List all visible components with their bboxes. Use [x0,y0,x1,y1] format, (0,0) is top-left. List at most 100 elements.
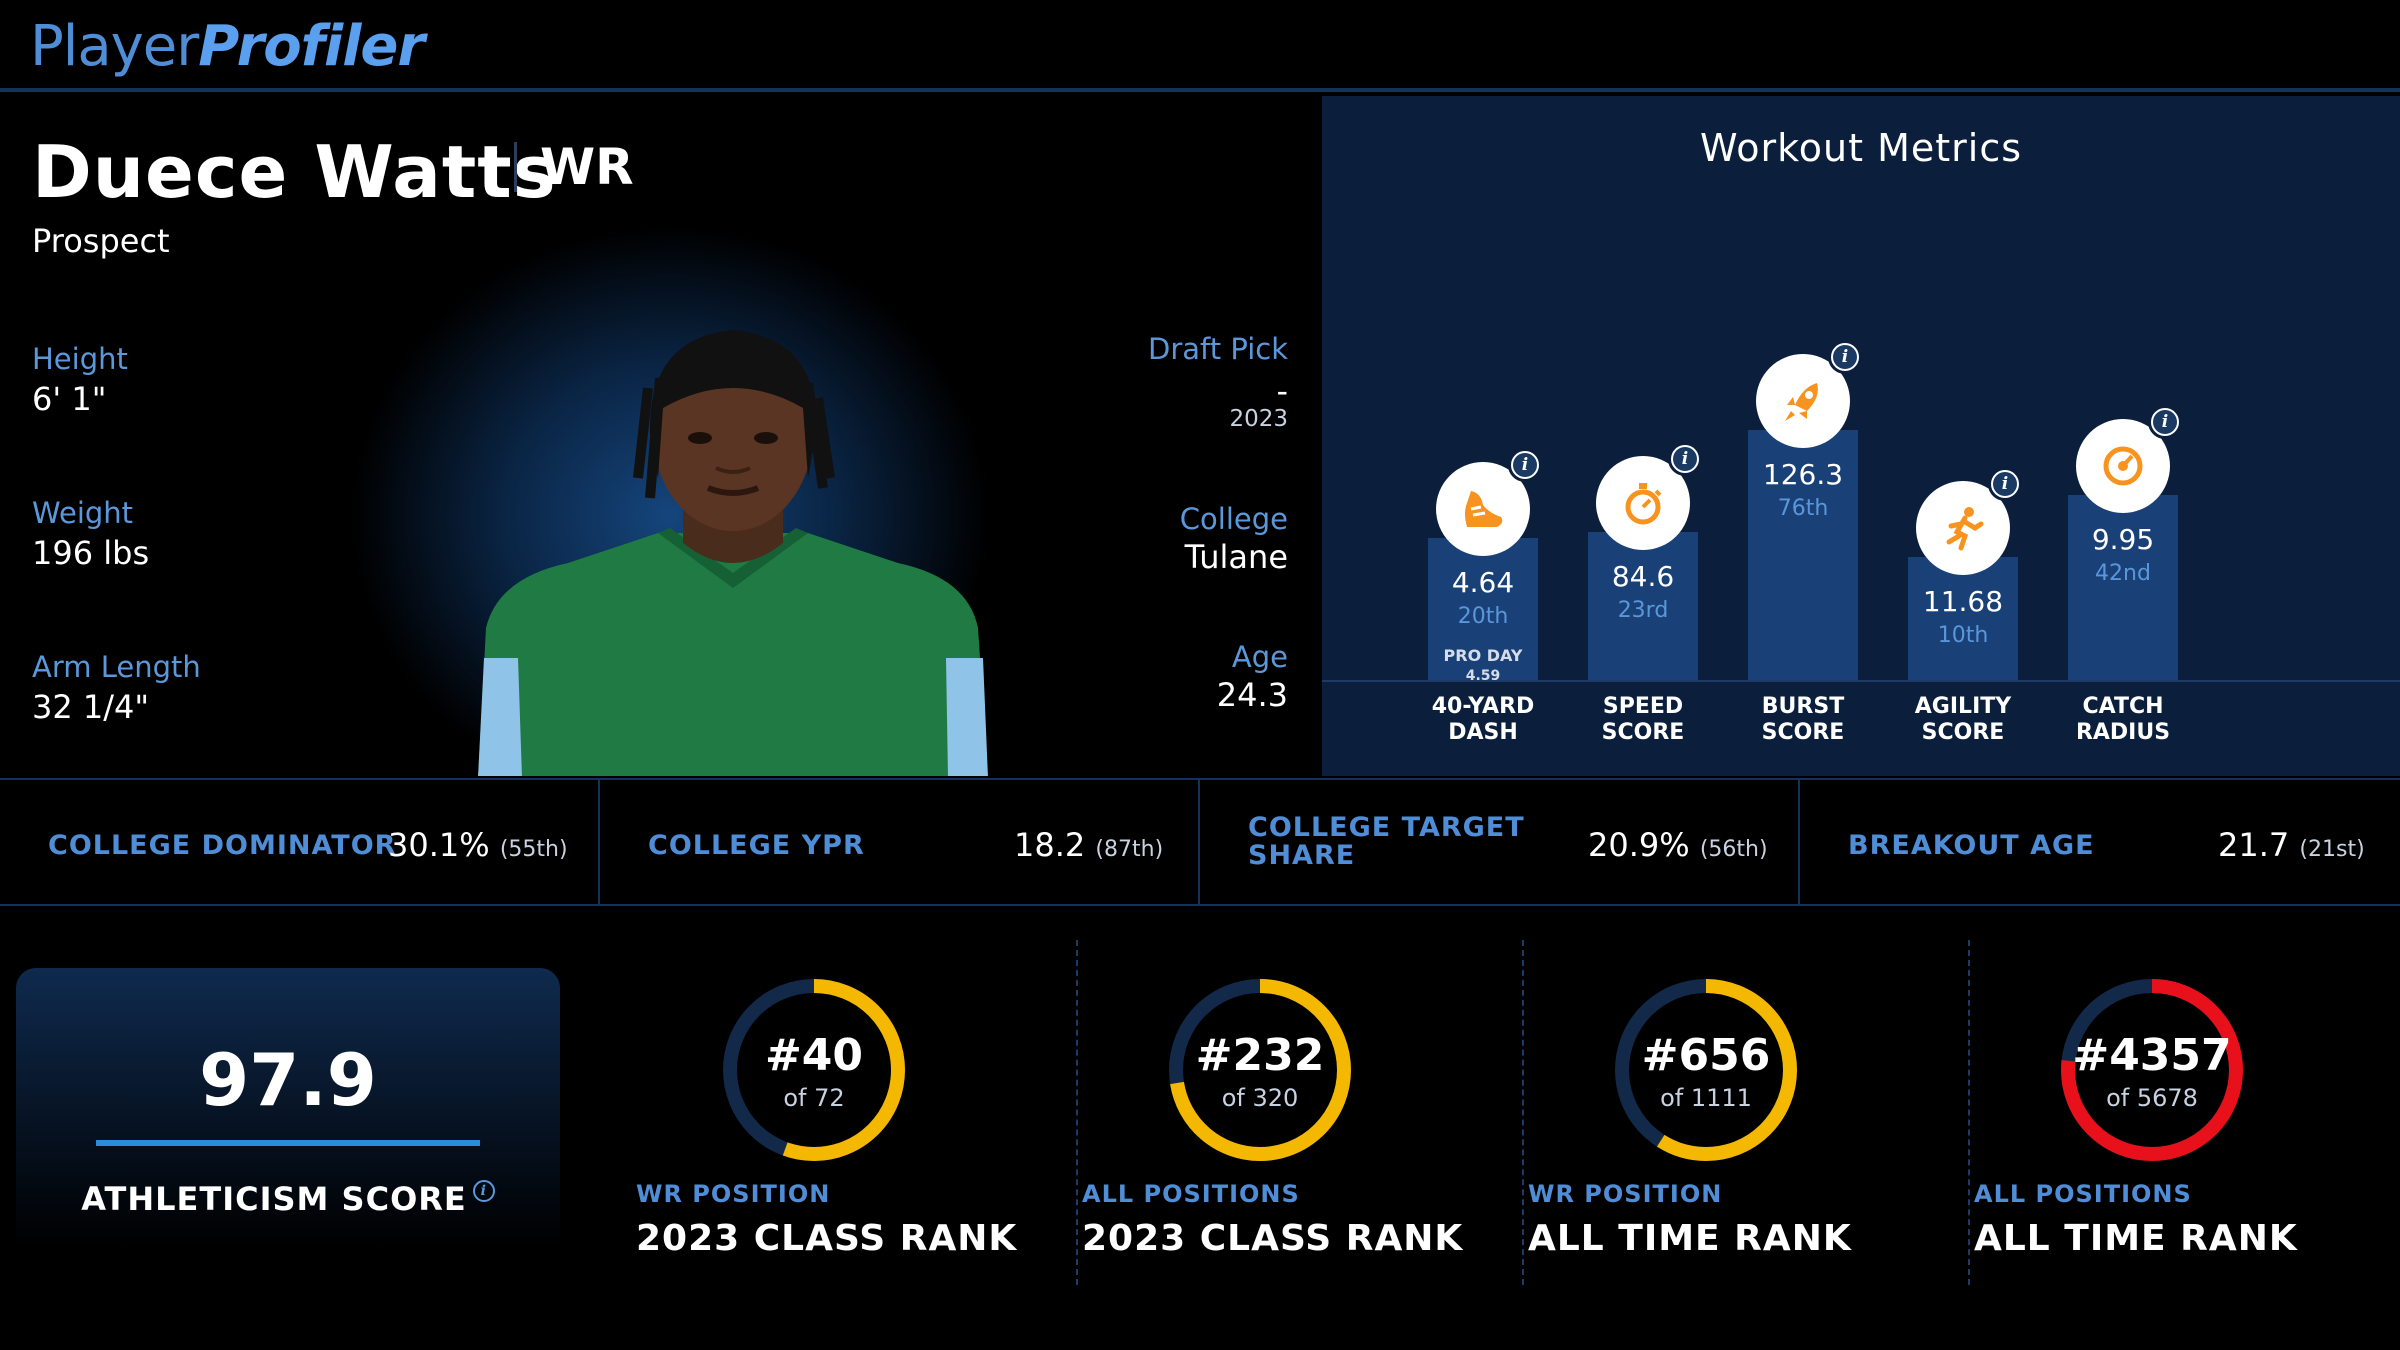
metric-value: 84.6 [1611,560,1675,593]
rank-total: of 72 [783,1084,845,1112]
info-icon[interactable]: i [2148,405,2182,439]
rank-card[interactable]: #4357 of 5678 ALL POSITIONS ALL TIME RANK [1974,930,2400,1290]
player-panel: Duece Watts WR Prospect Height 6' 1" Wei… [0,96,1320,776]
rank-ring [723,979,905,1161]
metric-rank: 76th [1777,496,1829,521]
rank-ring-fill [1169,979,1351,1161]
stat-label: COLLEGE DOMINATOR [48,830,397,861]
metric-bar[interactable] [1428,538,1538,680]
stat-value-text: 21.7 [2218,826,2290,864]
stat-label: COLLEGE YPR [648,830,865,861]
metric-value: 126.3 [1762,458,1844,491]
metric-bar[interactable] [1908,557,2018,680]
info-icon[interactable]: i [1508,448,1542,482]
stat-label: BREAKOUT AGE [1848,830,2095,861]
stopwatch-icon [1625,483,1662,525]
metric-bar[interactable] [2068,495,2178,680]
pro-day-time: 4.59 [1465,668,1501,684]
stat-value: 20.9% (56th) [1588,826,1768,864]
rank-ring-fill [2061,979,2243,1161]
stat-college-target-share[interactable]: COLLEGE TARGET SHARE 20.9% (56th) [1200,780,1800,904]
metric-icon-circle [1596,456,1690,550]
athleticism-value: 97.9 [199,1038,377,1122]
stat-rank: (56th) [1699,837,1768,862]
brand-logo[interactable]: PlayerProfiler [30,14,425,79]
metric-label: 40-YARD DASH [1431,694,1535,745]
arm-length-label: Arm Length [32,650,201,684]
metric-bar[interactable] [1588,532,1698,680]
college-label: College [1179,502,1288,536]
rank-number: #40 [764,1030,864,1081]
stat-college-dominator[interactable]: COLLEGE DOMINATOR 30.1% (55th) [0,780,600,904]
rank-sublabel: ALL POSITIONS [1082,1180,1300,1208]
rank-card[interactable]: #40 of 72 WR POSITION 2023 CLASS RANK [636,930,1082,1290]
draft-year: 2023 [1229,406,1288,432]
rank-ring [2061,979,2243,1161]
runner-icon [1946,507,1984,551]
weight-value: 196 lbs [32,534,150,572]
rank-sublabel: WR POSITION [636,1180,831,1208]
info-icon[interactable]: i [1988,467,2022,501]
workout-title: Workout Metrics [1699,126,2023,170]
player-name: Duece Watts [32,130,557,214]
rank-title: ALL TIME RANK [1528,1218,1852,1259]
header: PlayerProfiler [0,0,2400,92]
brand-part1: Player [30,14,199,79]
height-value: 6' 1" [32,380,107,418]
metric-value: 4.64 [1451,566,1515,599]
metric-label: CATCH RADIUS [2075,694,2171,745]
stat-rank: (55th) [499,837,568,862]
height-label: Height [32,342,128,376]
stat-value-text: 18.2 [1014,826,1086,864]
rank-ring [1615,979,1797,1161]
player-photo [478,330,988,776]
brand-part2: Profiler [198,14,425,79]
age-value: 24.3 [1216,676,1288,714]
name-divider [514,142,517,192]
target-icon [2103,446,2143,486]
stat-value: 21.7 (21st) [2218,826,2365,864]
metric-rank: 42nd [2095,561,2151,586]
athleticism-label-row: ATHLETICISM SCORE i [16,1180,560,1218]
stat-rank: (87th) [1095,837,1164,862]
metric-value: 9.95 [2091,523,2155,556]
draft-pick-value: - [1276,372,1288,410]
athleticism-bar [96,1140,480,1146]
metric-bar[interactable] [1748,430,1858,680]
pro-day-value: PRO DAY 4.59 [1428,646,1538,686]
stat-breakout-age[interactable]: BREAKOUT AGE 21.7 (21st) [1800,780,2400,904]
rank-divider [1968,940,1970,1285]
stat-label-line2: SHARE [1248,840,1356,871]
stat-value: 18.2 (87th) [1014,826,1163,864]
athleticism-card[interactable]: 97.9 ATHLETICISM SCORE i [16,968,560,1270]
rank-card[interactable]: #656 of 1111 WR POSITION ALL TIME RANK [1528,930,1974,1290]
stat-value-text: 20.9% [1588,826,1690,864]
stat-value: 30.1% (55th) [388,826,568,864]
rank-sublabel: ALL POSITIONS [1974,1180,2192,1208]
metric-value: 11.68 [1922,585,2004,618]
info-icon[interactable]: i [1668,442,1702,476]
draft-pick-label: Draft Pick [1148,332,1288,366]
info-icon[interactable]: i [472,1180,495,1202]
rank-number: #232 [1195,1030,1325,1081]
rocket-icon [1785,383,1818,421]
rank-ring-fill [1615,979,1797,1161]
rank-title: 2023 CLASS RANK [636,1218,1018,1259]
weight-label: Weight [32,496,134,530]
stat-rank: (21st) [2299,837,2365,862]
rank-card[interactable]: #232 of 320 ALL POSITIONS 2023 CLASS RANK [1082,930,1528,1290]
rank-divider [1522,940,1524,1285]
info-icon[interactable]: i [1828,340,1862,374]
stat-college-ypr[interactable]: COLLEGE YPR 18.2 (87th) [600,780,1200,904]
metric-rank: 20th [1457,604,1509,629]
metric-label: AGILITY SCORE [1914,694,2012,745]
player-status: Prospect [32,222,170,260]
metric-rank: 10th [1937,623,1989,648]
age-label: Age [1231,640,1288,674]
athleticism-label: ATHLETICISM SCORE [81,1180,467,1218]
metric-label: BURST SCORE [1761,694,1845,745]
bars-baseline [1322,680,2400,682]
shoe-icon [1465,491,1503,527]
rank-number: #656 [1641,1030,1771,1081]
rank-divider [1076,940,1078,1285]
